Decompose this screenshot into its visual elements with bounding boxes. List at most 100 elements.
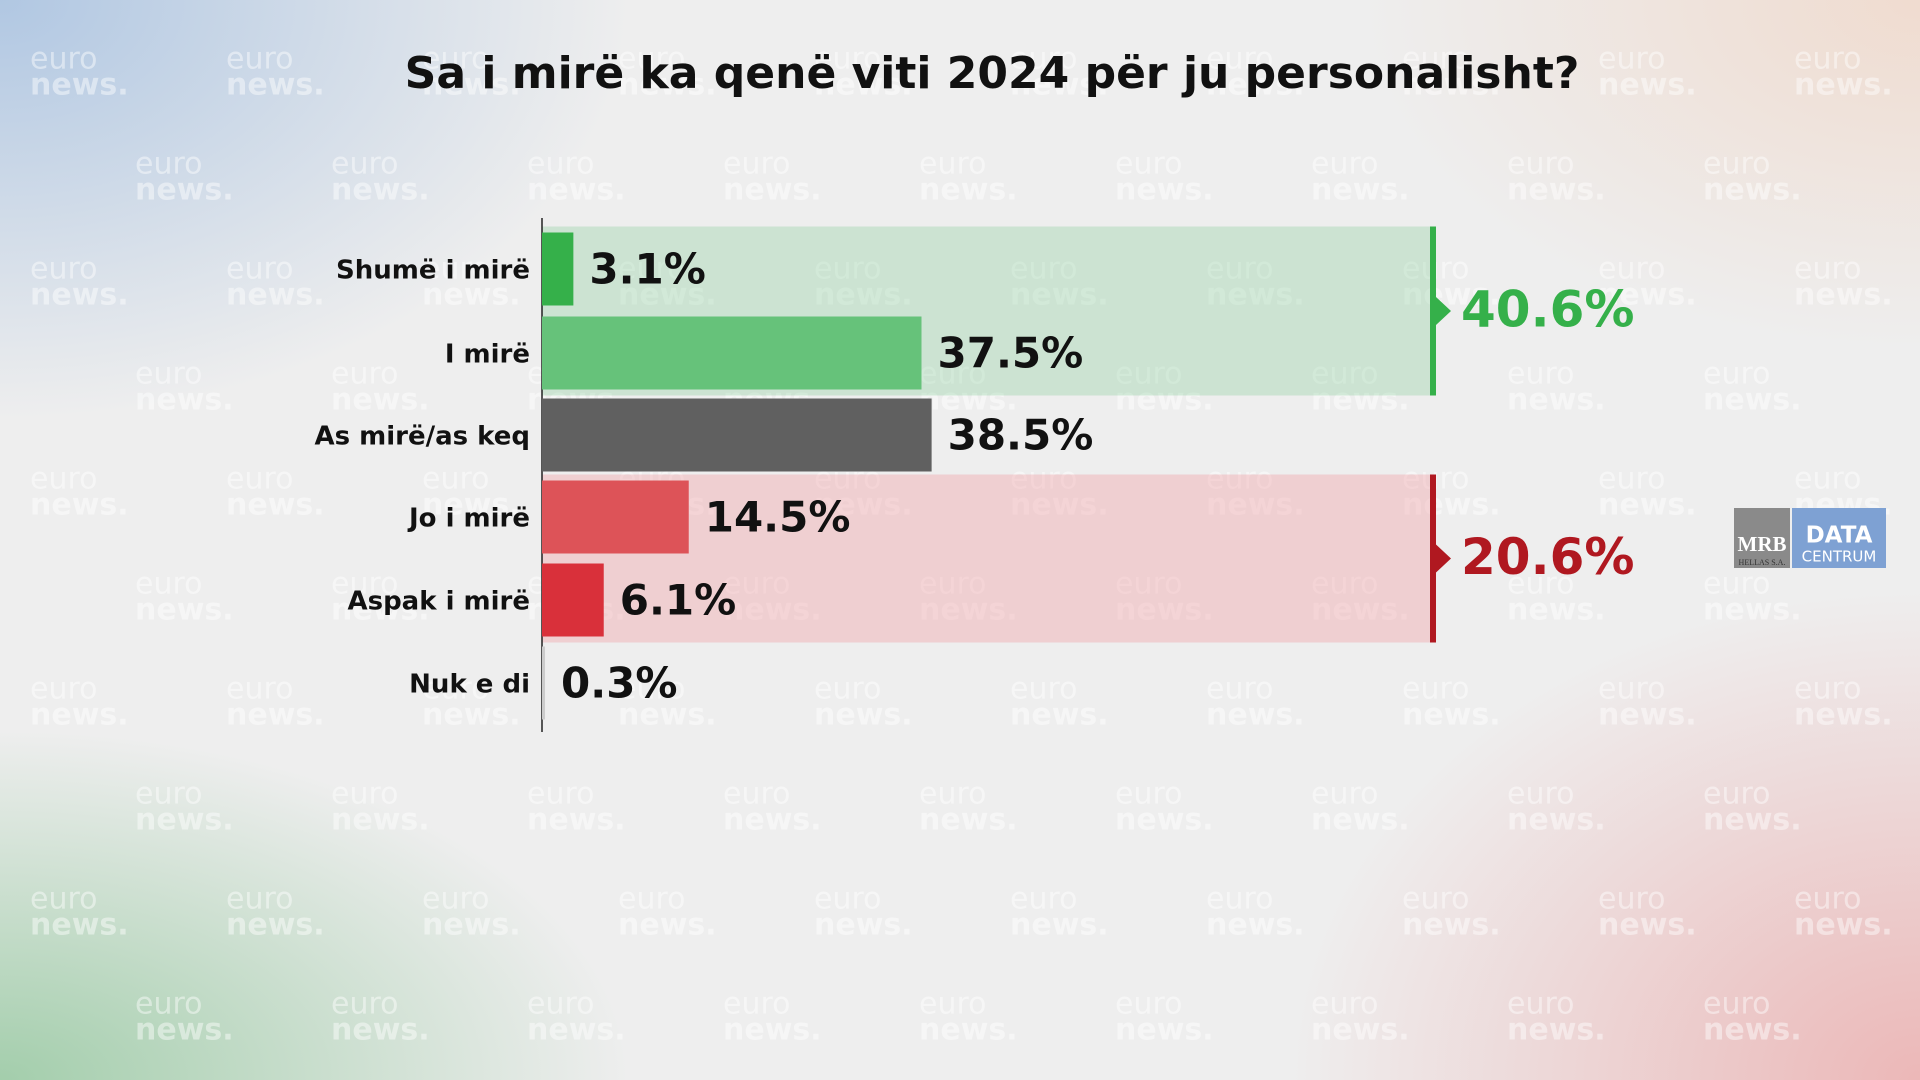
watermark-text: euro <box>814 882 882 917</box>
watermark-text: news. <box>618 698 717 733</box>
watermark-text: news. <box>814 908 913 943</box>
watermark-text: news. <box>723 173 822 208</box>
group-label: 40.6% <box>1461 281 1634 339</box>
watermark-text: news. <box>1206 68 1305 103</box>
watermark-text: news. <box>226 908 325 943</box>
watermark-text: news. <box>1206 488 1305 523</box>
watermark-text: news. <box>1311 1013 1410 1048</box>
watermark-text: news. <box>1402 908 1501 943</box>
watermark-text: euro <box>1206 882 1274 917</box>
watermark-text: news. <box>331 803 430 838</box>
watermark-text: euro <box>1794 462 1862 497</box>
watermark-text: news. <box>814 278 913 313</box>
watermark-text: euro <box>135 567 203 602</box>
category-label: I mirë <box>445 340 530 370</box>
watermark-text: euro <box>1206 252 1274 287</box>
watermark-text: news. <box>1115 1013 1214 1048</box>
watermark-text: news. <box>1206 908 1305 943</box>
bar <box>542 563 604 637</box>
watermark-text: news. <box>1794 68 1893 103</box>
logo-right-sub: CENTRUM <box>1802 548 1877 566</box>
watermark-text: euro <box>1115 777 1183 812</box>
watermark-text: euro <box>1794 42 1862 77</box>
watermark-text: euro <box>1010 42 1078 77</box>
watermark-text: news. <box>1010 488 1109 523</box>
watermark-text: euro <box>331 987 399 1022</box>
watermark-text: euro <box>331 357 399 392</box>
watermark-text: news. <box>1311 383 1410 418</box>
watermark-text: news. <box>226 278 325 313</box>
watermark-text: news. <box>30 698 129 733</box>
watermark-text: euro <box>1010 882 1078 917</box>
watermark-text: news. <box>1598 278 1697 313</box>
logo-right-box <box>1792 508 1886 568</box>
watermark-text: euro <box>331 777 399 812</box>
watermark-text: news. <box>723 803 822 838</box>
watermark-text: news. <box>919 593 1018 628</box>
watermark-text: euro <box>723 987 791 1022</box>
watermark-text: news. <box>527 1013 626 1048</box>
watermark-text: euro <box>1311 987 1379 1022</box>
watermark-text: news. <box>226 488 325 523</box>
watermark-text: euro <box>1115 987 1183 1022</box>
logo-right: DATA <box>1806 523 1873 549</box>
watermark-text: euro <box>1598 672 1666 707</box>
watermark-text: euro <box>1703 357 1771 392</box>
watermark-text: euro <box>422 252 490 287</box>
group-shade <box>542 474 1433 643</box>
watermark-text: euro <box>226 42 294 77</box>
watermark-text: news. <box>723 1013 822 1048</box>
group-bracket <box>1430 474 1436 643</box>
watermark-text: news. <box>1115 173 1214 208</box>
watermark-text: euro <box>1703 567 1771 602</box>
watermark-text: euro <box>331 147 399 182</box>
value-label: 14.5% <box>705 493 851 542</box>
watermark-text: news. <box>1115 803 1214 838</box>
watermark-text: news. <box>30 908 129 943</box>
watermark-text: euro <box>1115 567 1183 602</box>
watermark-text: euro <box>1507 357 1575 392</box>
watermark-text: news. <box>1206 698 1305 733</box>
watermark-text: news. <box>618 278 717 313</box>
watermark-text: news. <box>30 278 129 313</box>
watermark-text: euro <box>1703 777 1771 812</box>
watermark-text: news. <box>1507 383 1606 418</box>
watermark-text: news. <box>814 488 913 523</box>
watermark-text: euro <box>30 672 98 707</box>
watermark-text: news. <box>331 173 430 208</box>
watermark-text: euro <box>1507 777 1575 812</box>
category-label: Jo i mirë <box>407 504 530 534</box>
watermark-text: euro <box>135 987 203 1022</box>
watermark-text: news. <box>1794 278 1893 313</box>
bar <box>542 480 689 554</box>
watermark-text: euro <box>135 777 203 812</box>
group-arrow <box>1436 544 1451 573</box>
watermark-text: news. <box>1703 1013 1802 1048</box>
watermark-text: euro <box>919 147 987 182</box>
watermark-text: euro <box>30 252 98 287</box>
watermark-text: euro <box>1010 672 1078 707</box>
watermark-text: euro <box>1402 42 1470 77</box>
watermark-text: euro <box>1311 357 1379 392</box>
watermark-text: news. <box>1010 908 1109 943</box>
watermark-text: news. <box>1402 68 1501 103</box>
bar <box>542 232 574 306</box>
watermark-text: news. <box>1703 173 1802 208</box>
watermark-text: news. <box>919 383 1018 418</box>
watermark-text: news. <box>135 593 234 628</box>
bar <box>542 316 922 390</box>
watermark-text: euro <box>919 777 987 812</box>
watermark-text: euro <box>723 567 791 602</box>
watermark-text: news. <box>226 68 325 103</box>
watermark-text: euro <box>1507 987 1575 1022</box>
watermark-text: news. <box>30 68 129 103</box>
watermark-text: news. <box>919 803 1018 838</box>
watermark-text: news. <box>1010 278 1109 313</box>
watermark-text: euro <box>30 882 98 917</box>
group-bracket <box>1430 226 1436 396</box>
watermark-text: euro <box>1402 882 1470 917</box>
watermark-text: news. <box>814 698 913 733</box>
watermark-text: news. <box>1010 698 1109 733</box>
watermark-text: euro <box>1206 42 1274 77</box>
